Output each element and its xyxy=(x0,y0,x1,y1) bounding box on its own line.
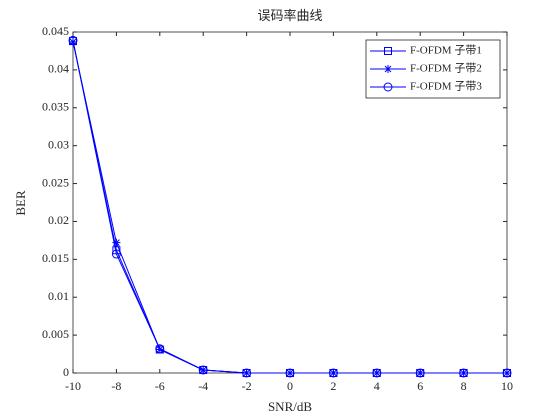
y-tick-label: 0.015 xyxy=(42,251,69,265)
x-tick-label: 2 xyxy=(330,379,336,393)
x-tick-label: -6 xyxy=(155,379,165,393)
series-line xyxy=(72,40,507,374)
legend-label: F-OFDM 子带3 xyxy=(410,80,482,93)
y-tick-label: 0.025 xyxy=(42,175,69,189)
y-tick-label: 0.04 xyxy=(48,62,69,76)
marker xyxy=(155,344,165,354)
y-tick-label: 0.03 xyxy=(48,137,69,151)
x-tick-label: 4 xyxy=(374,379,380,393)
marker xyxy=(68,35,78,45)
y-tick-label: 0.02 xyxy=(48,213,69,227)
marker xyxy=(155,345,164,354)
x-tick-label: -4 xyxy=(198,379,208,393)
marker xyxy=(112,238,121,247)
marker xyxy=(415,368,425,378)
marker xyxy=(372,368,382,378)
marker xyxy=(502,368,512,378)
chart-title: 误码率曲线 xyxy=(257,8,322,23)
x-tick-label: -10 xyxy=(65,379,81,393)
marker xyxy=(459,368,469,378)
marker xyxy=(328,368,338,378)
y-axis-label: BER xyxy=(13,190,28,216)
marker xyxy=(285,368,295,378)
marker xyxy=(242,368,252,378)
x-tick-label: -8 xyxy=(111,379,121,393)
marker xyxy=(384,65,392,73)
legend: F-OFDM 子带1 F-OFDM 子带2 F-OFDM 子带3 xyxy=(365,39,501,99)
marker xyxy=(111,249,121,259)
marker xyxy=(384,47,392,55)
legend-label: F-OFDM 子带1 xyxy=(410,44,482,57)
x-tick-label: 0 xyxy=(287,379,293,393)
x-tick-label: 10 xyxy=(501,379,513,393)
marker xyxy=(383,82,393,92)
x-axis-label: SNR/dB xyxy=(268,399,312,414)
marker xyxy=(198,365,208,375)
y-tick-label: 0.045 xyxy=(42,24,69,38)
y-tick-label: 0.005 xyxy=(42,327,69,341)
x-tick-label: 8 xyxy=(461,379,467,393)
y-tick-label: 0.01 xyxy=(48,289,69,303)
legend-label: F-OFDM 子带2 xyxy=(410,62,482,75)
y-tick-label: 0.035 xyxy=(42,100,69,114)
x-tick-label: 6 xyxy=(417,379,423,393)
y-tick-label: 0 xyxy=(63,365,69,379)
x-tick-label: -2 xyxy=(242,379,252,393)
